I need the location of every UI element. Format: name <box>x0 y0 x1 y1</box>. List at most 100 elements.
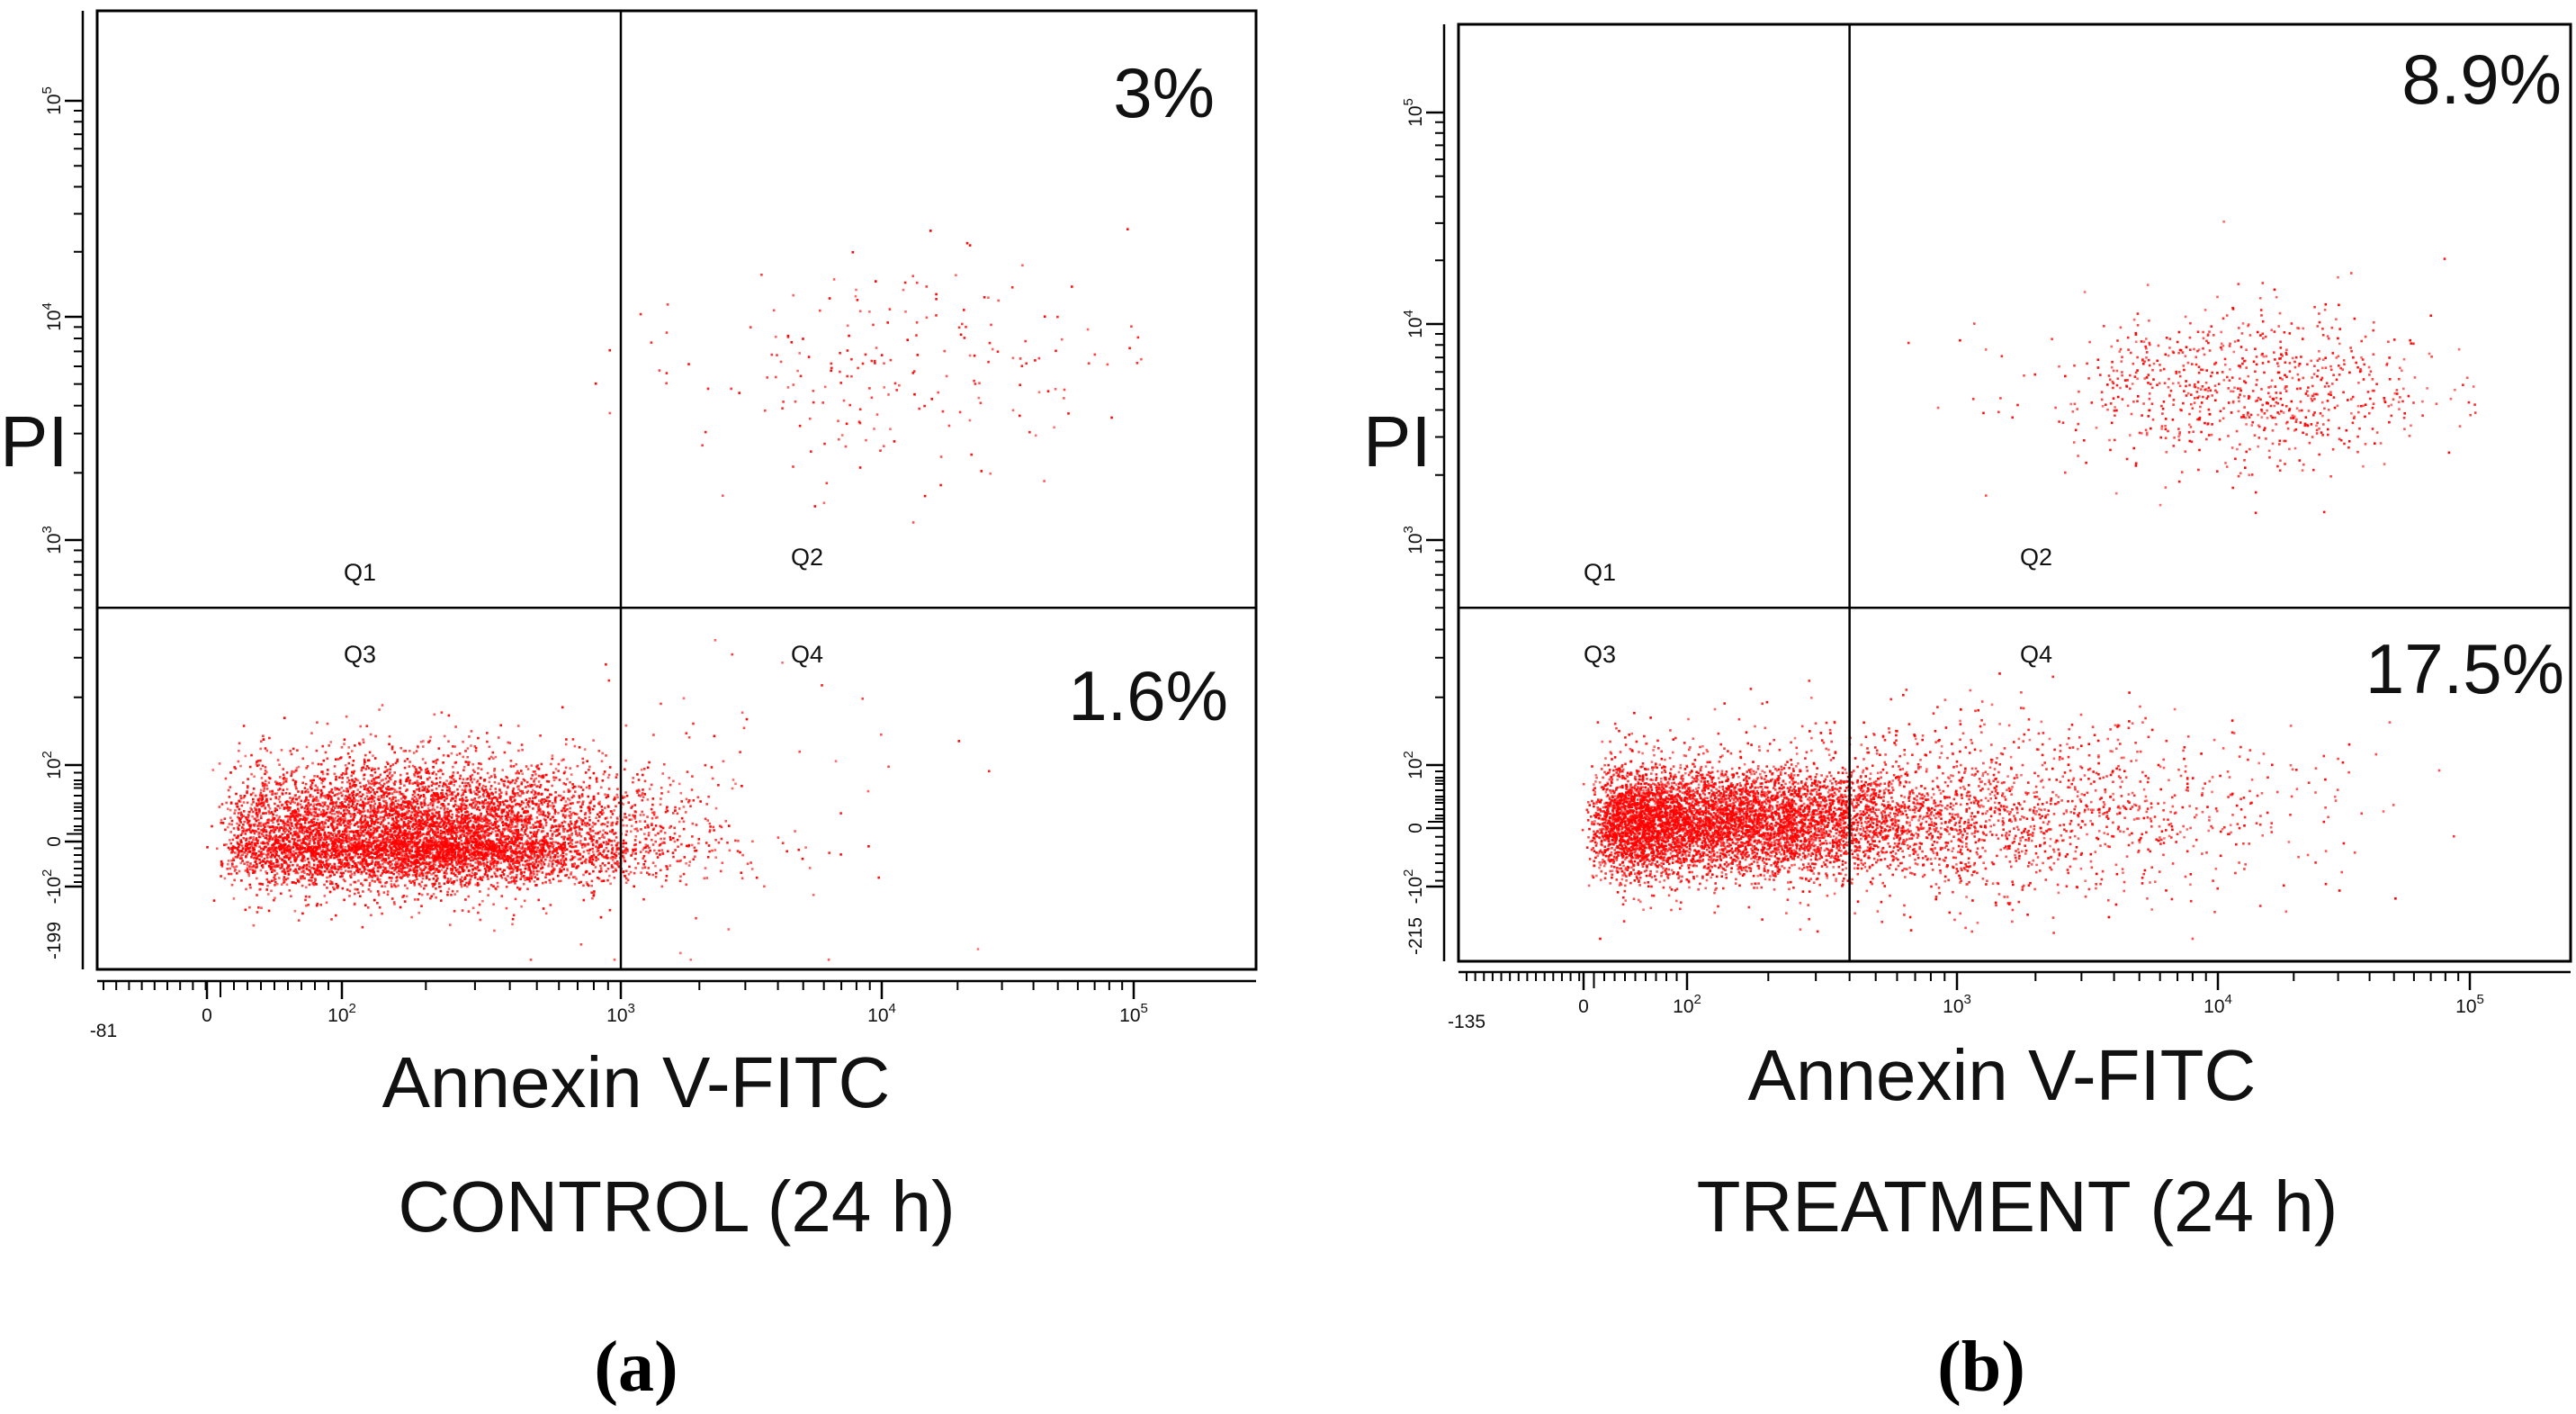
data-point-q3 <box>520 905 523 908</box>
data-point-q3 <box>287 847 290 850</box>
data-point-q3 <box>630 818 633 821</box>
data-point-q3 <box>372 779 376 782</box>
data-point-q3 <box>486 834 489 837</box>
data-point-q3 <box>381 806 384 809</box>
data-point-q3 <box>606 824 609 828</box>
data-point-q3 <box>253 842 256 845</box>
data-point-q3 <box>568 833 570 837</box>
data-point-q3 <box>324 801 327 804</box>
data-point-q3 <box>532 870 535 873</box>
data-point-q3 <box>390 846 394 849</box>
data-point-q3 <box>541 803 543 806</box>
data-point-q3 <box>337 846 339 850</box>
data-point-q3 <box>439 889 443 893</box>
data-point-q3 <box>492 864 496 868</box>
data-point-q3 <box>526 785 530 788</box>
data-point-q3 <box>492 827 496 830</box>
data-point-q3 <box>503 779 506 783</box>
data-point-q3 <box>471 801 475 805</box>
data-point-q3 <box>626 878 630 882</box>
data-point-q3 <box>411 825 415 828</box>
data-point-q3 <box>578 797 581 799</box>
data-point-q3 <box>420 845 423 849</box>
data-point-q3 <box>364 784 368 787</box>
data-point-q3 <box>392 801 395 805</box>
data-point-q3 <box>364 753 367 757</box>
data-point-q3 <box>579 786 583 788</box>
data-point-q3 <box>584 822 587 824</box>
data-point-q3 <box>358 781 362 785</box>
data-point-q3 <box>443 861 446 864</box>
data-point-q3 <box>576 841 579 843</box>
data-point-q3 <box>373 757 377 760</box>
data-point-q3 <box>498 815 502 818</box>
data-point-q3 <box>561 865 563 869</box>
data-point-q3 <box>242 801 246 804</box>
data-point-q3 <box>398 869 400 873</box>
data-point-q3 <box>489 840 492 842</box>
data-point-q3 <box>508 872 512 875</box>
data-point-q3 <box>585 858 588 861</box>
data-point-q3 <box>277 823 280 826</box>
data-point-q3 <box>301 838 305 842</box>
data-point-q3 <box>265 833 268 837</box>
data-point-q3 <box>578 800 581 804</box>
data-point-q3 <box>527 800 530 804</box>
data-point-q3 <box>267 849 271 852</box>
data-point-q3 <box>647 825 650 829</box>
data-point-q3 <box>485 824 489 828</box>
data-point-q3 <box>525 827 528 830</box>
data-point-q3 <box>347 840 351 843</box>
data-point-q3 <box>604 806 606 809</box>
data-point-q3 <box>315 836 318 840</box>
data-point-q3 <box>257 822 261 824</box>
data-point-q3 <box>354 892 356 896</box>
data-point-q3 <box>527 877 530 879</box>
data-point-q3 <box>642 897 645 901</box>
data-point-q3 <box>247 824 251 826</box>
data-point-q3 <box>482 795 485 798</box>
data-point-q3 <box>294 871 297 875</box>
data-point-q3 <box>644 851 648 853</box>
data-point-q3 <box>243 851 246 854</box>
data-point-q3 <box>534 884 538 887</box>
data-point-q3 <box>498 806 500 810</box>
data-point-q3 <box>381 865 385 869</box>
data-point-q3 <box>311 853 315 857</box>
data-point-q3 <box>378 835 381 838</box>
data-point-q3 <box>588 819 591 822</box>
data-point-q3 <box>462 803 466 806</box>
data-point-q3 <box>676 860 679 863</box>
data-point-q3 <box>502 801 505 804</box>
data-point-q3 <box>661 772 664 775</box>
data-point-q3 <box>591 843 595 847</box>
data-point-q3 <box>413 881 416 885</box>
data-point-q3 <box>680 842 683 846</box>
data-point-q3 <box>312 779 315 782</box>
data-point-q3 <box>309 793 312 797</box>
data-point-q3 <box>461 876 463 878</box>
data-point-q3 <box>633 817 637 820</box>
data-point-q3 <box>428 878 431 881</box>
data-point-q3 <box>597 878 601 880</box>
data-point-q3 <box>613 876 616 879</box>
data-point-q3 <box>580 819 583 823</box>
data-point-q3 <box>451 837 453 841</box>
data-point-q3 <box>257 831 260 834</box>
data-point-q3 <box>642 788 644 791</box>
data-point-q3 <box>594 832 597 835</box>
data-point-q3 <box>669 783 672 787</box>
data-point-q3 <box>489 825 491 829</box>
data-point-q3 <box>533 831 536 833</box>
data-point-q3 <box>552 862 554 866</box>
data-point-q3 <box>452 822 454 824</box>
data-point-q3 <box>534 770 536 773</box>
data-point-q3 <box>462 851 465 854</box>
data-point-q3 <box>578 832 581 834</box>
data-point-q3 <box>327 797 330 800</box>
data-point-q3 <box>595 859 597 862</box>
data-point-q3 <box>450 894 453 896</box>
data-point-q3 <box>588 769 590 771</box>
data-point-q3 <box>566 868 569 870</box>
data-point-q3 <box>237 826 239 829</box>
